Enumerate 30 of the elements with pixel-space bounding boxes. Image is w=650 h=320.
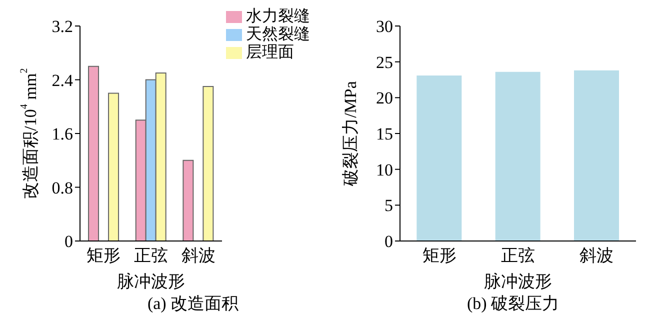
y-tick-label: 5: [384, 196, 393, 216]
y-tick-label: 3.2: [52, 17, 73, 36]
y-tick-label: 0.8: [52, 178, 73, 198]
x-tick-label: 正弦: [134, 246, 168, 266]
x-tick-label: 正弦: [501, 246, 535, 266]
x-axis-title: 脉冲波形: [117, 272, 185, 290]
y-tick-label: 15: [376, 124, 393, 144]
y-tick-label: 30: [376, 17, 393, 36]
y-tick-label: 20: [376, 88, 393, 108]
legend-label: 天然裂缝: [246, 26, 310, 43]
x-tick-label: 矩形: [422, 246, 456, 266]
y-axis-title: 破裂压力/MPa: [340, 80, 360, 187]
x-axis-title: 脉冲波形: [484, 272, 552, 290]
bar: [88, 66, 100, 241]
y-tick-label: 1.6: [52, 124, 73, 144]
bar: [202, 86, 214, 241]
y-tick-label: 2.4: [52, 70, 74, 90]
text: (a) 改造面积: [146, 293, 240, 315]
bar: [182, 160, 194, 241]
text: (b) 破裂压力: [466, 293, 560, 315]
legend-label: 水力裂缝: [246, 8, 310, 25]
bar: [108, 92, 120, 241]
y-tick-label: 0: [64, 232, 73, 252]
y-tick-label: 25: [376, 52, 393, 72]
legend-label: 层理面: [246, 44, 294, 61]
x-tick-label: 矩形: [86, 246, 121, 266]
x-tick-label: 斜波: [580, 246, 614, 266]
x-tick-label: 斜波: [181, 246, 216, 266]
y-tick-label: 0: [384, 232, 393, 252]
y-tick-label: 10: [376, 160, 393, 180]
